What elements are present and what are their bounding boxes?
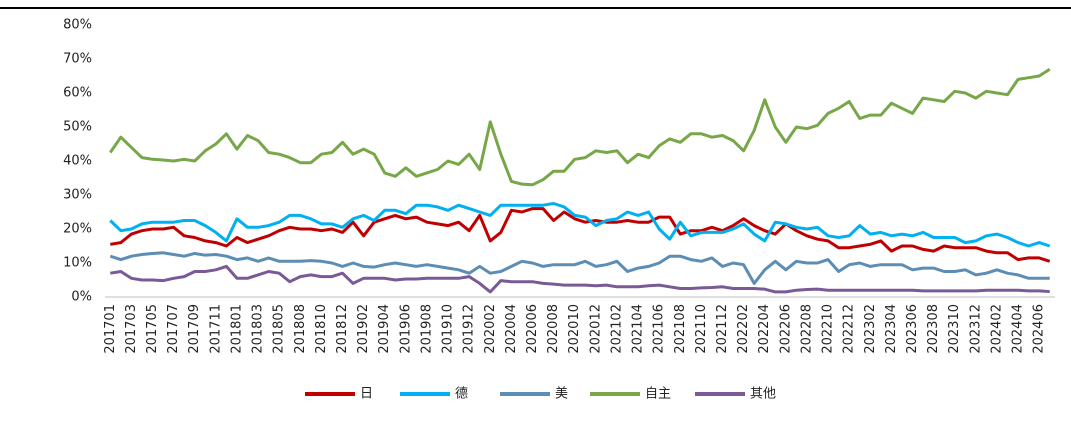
x-tick-label: 202210 xyxy=(821,304,836,354)
y-tick-label: 40% xyxy=(63,154,92,169)
x-tick-label: 202002 xyxy=(483,304,498,354)
x-tick-label: 201701 xyxy=(103,304,118,354)
y-tick-label: 0% xyxy=(71,290,92,305)
x-tick-label: 202310 xyxy=(947,304,962,354)
y-tick-label: 60% xyxy=(63,86,92,101)
x-tick-label: 202402 xyxy=(989,304,1004,354)
series-line xyxy=(110,264,1050,294)
x-tick-label: 201703 xyxy=(124,304,139,354)
legend-label: 德 xyxy=(455,387,468,402)
x-tick-label: 201810 xyxy=(314,304,329,354)
x-tick-label: 201812 xyxy=(335,304,350,354)
x-tick-label: 201707 xyxy=(166,304,181,354)
x-tick-label: 202312 xyxy=(968,304,983,354)
x-tick-label: 202108 xyxy=(673,304,688,354)
x-tick-label: 202008 xyxy=(546,304,561,354)
y-tick-label: 70% xyxy=(63,52,92,67)
x-tick-label: 202404 xyxy=(1011,304,1026,354)
x-tick-label: 201910 xyxy=(441,304,456,354)
x-tick-label: 201902 xyxy=(356,304,371,354)
x-tick-label: 201906 xyxy=(398,304,413,354)
y-tick-label: 80% xyxy=(63,18,92,33)
x-tick-label: 202306 xyxy=(905,304,920,354)
legend-label: 日 xyxy=(360,387,373,402)
x-tick-label: 201904 xyxy=(377,304,392,354)
x-tick-label: 202204 xyxy=(757,304,772,354)
x-tick-label: 202202 xyxy=(736,304,751,354)
x-tick-label: 202102 xyxy=(609,304,624,354)
x-tick-label: 201803 xyxy=(251,304,266,354)
y-tick-label: 10% xyxy=(63,256,92,271)
x-tick-label: 202010 xyxy=(567,304,582,354)
x-tick-label: 201705 xyxy=(145,304,160,354)
series-line xyxy=(110,207,1051,263)
x-tick-label: 202212 xyxy=(842,304,857,354)
legend-label: 其他 xyxy=(750,387,776,402)
x-tick-label: 202302 xyxy=(863,304,878,354)
x-tick-label: 202308 xyxy=(926,304,941,354)
y-tick-label: 30% xyxy=(63,188,92,203)
x-tick-label: 201808 xyxy=(293,304,308,354)
x-tick-label: 202006 xyxy=(525,304,540,354)
x-tick-label: 202104 xyxy=(631,304,646,354)
x-tick-label: 202206 xyxy=(778,304,793,354)
legend-label: 美 xyxy=(555,387,568,402)
x-tick-label: 201709 xyxy=(187,304,202,354)
legend-label: 自主 xyxy=(645,387,671,402)
x-tick-label: 201801 xyxy=(229,304,244,354)
y-tick-label: 50% xyxy=(63,120,92,135)
x-tick-label: 201912 xyxy=(462,304,477,354)
x-tick-label: 202012 xyxy=(588,304,603,354)
x-tick-label: 202304 xyxy=(884,304,899,354)
x-tick-label: 201908 xyxy=(419,304,434,354)
series-line xyxy=(109,251,1050,285)
x-tick-label: 202112 xyxy=(715,304,730,354)
x-tick-label: 202106 xyxy=(652,304,667,354)
series-line xyxy=(109,202,1051,248)
x-tick-label: 202406 xyxy=(1032,304,1047,354)
x-tick-label: 201711 xyxy=(208,304,223,354)
x-tick-label: 202208 xyxy=(799,304,814,354)
x-tick-label: 202110 xyxy=(694,304,709,354)
x-tick-label: 201805 xyxy=(272,304,287,354)
y-tick-label: 20% xyxy=(63,222,92,237)
series-line xyxy=(109,67,1051,187)
x-tick-label: 202004 xyxy=(504,304,519,354)
